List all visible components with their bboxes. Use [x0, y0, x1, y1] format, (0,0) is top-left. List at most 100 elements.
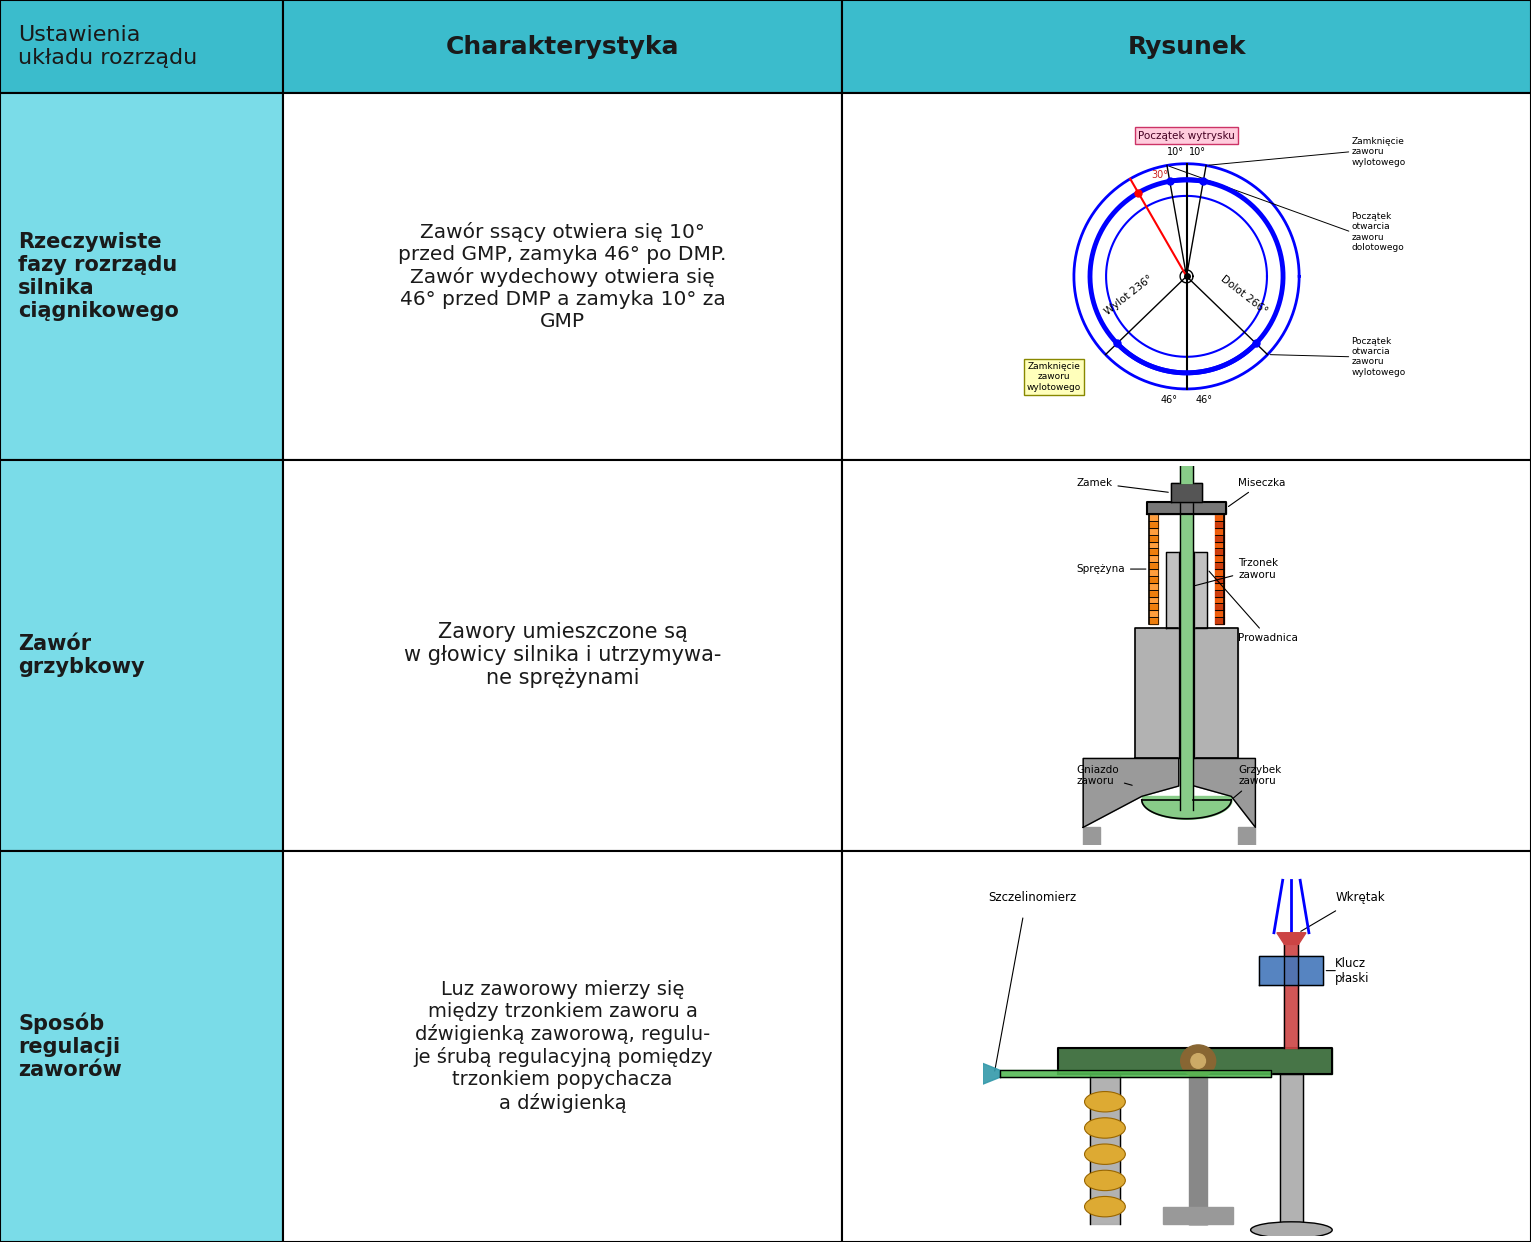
- Text: Rzeczywiste
fazy rozrządu
silnika
ciągnikowego: Rzeczywiste fazy rozrządu silnika ciągni…: [18, 231, 179, 322]
- Bar: [842, 93, 1531, 460]
- Text: Zawór
grzybkowy: Zawór grzybkowy: [18, 633, 145, 677]
- Polygon shape: [1058, 1048, 1332, 1074]
- Bar: [842, 851, 1531, 1242]
- Polygon shape: [1214, 542, 1225, 549]
- Text: Prowadnica: Prowadnica: [1209, 571, 1298, 643]
- Text: 30°: 30°: [1151, 170, 1168, 180]
- Ellipse shape: [1191, 1053, 1205, 1068]
- Bar: [283, 0, 842, 93]
- Text: Początek wytrysku: Początek wytrysku: [1138, 130, 1236, 140]
- Text: Gniazdo
zaworu: Gniazdo zaworu: [1076, 765, 1133, 786]
- Polygon shape: [1148, 604, 1159, 610]
- Polygon shape: [1179, 627, 1194, 759]
- Text: 46°: 46°: [1196, 395, 1213, 405]
- Polygon shape: [1148, 610, 1159, 617]
- Ellipse shape: [1180, 1045, 1216, 1077]
- Polygon shape: [1148, 617, 1159, 625]
- Text: Zawory umieszczone są
w głowicy silnika i utrzymywa-
ne sprężynami: Zawory umieszczone są w głowicy silnika …: [404, 622, 721, 688]
- Text: 10°: 10°: [1190, 147, 1206, 158]
- Text: Zamek: Zamek: [1076, 478, 1168, 492]
- Bar: [283, 851, 842, 1242]
- Text: Początek
otwarcia
zaworu
dolotowego: Początek otwarcia zaworu dolotowego: [1352, 212, 1404, 252]
- Polygon shape: [1214, 563, 1225, 569]
- Polygon shape: [1164, 1207, 1232, 1225]
- Polygon shape: [1214, 514, 1225, 520]
- Text: Miseczka: Miseczka: [1228, 478, 1286, 507]
- Polygon shape: [1148, 563, 1159, 569]
- Polygon shape: [1148, 528, 1159, 534]
- Ellipse shape: [1084, 1196, 1125, 1217]
- Ellipse shape: [1084, 1118, 1125, 1138]
- Text: Rysunek: Rysunek: [1127, 35, 1246, 58]
- Polygon shape: [1214, 555, 1225, 563]
- Text: Zamknięcie
zaworu
wylotowego: Zamknięcie zaworu wylotowego: [1352, 137, 1405, 166]
- Polygon shape: [1214, 520, 1225, 528]
- Polygon shape: [1147, 502, 1226, 514]
- Polygon shape: [983, 1063, 1000, 1084]
- Polygon shape: [1214, 549, 1225, 555]
- Text: Dolot 266°: Dolot 266°: [1219, 273, 1269, 317]
- Polygon shape: [1148, 549, 1159, 555]
- Ellipse shape: [1251, 1222, 1332, 1238]
- Polygon shape: [1260, 956, 1323, 985]
- Polygon shape: [1214, 617, 1225, 625]
- Ellipse shape: [1084, 1092, 1125, 1112]
- Text: Szczelinomierz: Szczelinomierz: [989, 892, 1076, 904]
- Polygon shape: [1148, 514, 1159, 520]
- Polygon shape: [1285, 933, 1298, 1048]
- Text: Trzonek
zaworu: Trzonek zaworu: [1196, 558, 1278, 585]
- Bar: [0, 0, 283, 93]
- Polygon shape: [1214, 528, 1225, 534]
- Polygon shape: [1214, 582, 1225, 590]
- Text: Klucz
płaski: Klucz płaski: [1335, 956, 1370, 985]
- Polygon shape: [1148, 520, 1159, 528]
- Polygon shape: [1000, 1071, 1271, 1077]
- Text: Zamknięcie
zaworu
wylotowego: Zamknięcie zaworu wylotowego: [1027, 361, 1081, 391]
- Bar: [283, 93, 842, 460]
- Polygon shape: [1171, 483, 1202, 502]
- Polygon shape: [1148, 590, 1159, 596]
- Text: 46°: 46°: [1160, 395, 1177, 405]
- Ellipse shape: [1084, 1144, 1125, 1165]
- Text: 10°: 10°: [1167, 147, 1183, 158]
- Text: Charakterystyka: Charakterystyka: [446, 35, 680, 58]
- Polygon shape: [1084, 759, 1179, 827]
- Polygon shape: [1214, 604, 1225, 610]
- Polygon shape: [1214, 590, 1225, 596]
- Text: Sposób
regulacji
zaworów: Sposób regulacji zaworów: [18, 1012, 122, 1081]
- Bar: [0, 851, 283, 1242]
- Polygon shape: [1148, 576, 1159, 582]
- Text: Grzybek
zaworu: Grzybek zaworu: [1234, 765, 1281, 799]
- Polygon shape: [1148, 534, 1159, 542]
- Polygon shape: [1167, 551, 1206, 627]
- Polygon shape: [1194, 759, 1255, 827]
- Polygon shape: [1179, 551, 1194, 627]
- Polygon shape: [1239, 827, 1255, 845]
- Polygon shape: [1084, 827, 1101, 845]
- Text: Początek
otwarcia
zaworu
wylotowego: Początek otwarcia zaworu wylotowego: [1352, 337, 1405, 376]
- Text: Sprężyna: Sprężyna: [1076, 564, 1145, 574]
- Text: Ustawienia
układu rozrządu: Ustawienia układu rozrządu: [18, 25, 197, 68]
- Text: Zawór ssący otwiera się 10°
przed GMP, zamyka 46° po DMP.
Zawór wydechowy otwier: Zawór ssący otwiera się 10° przed GMP, z…: [398, 222, 727, 330]
- Bar: [842, 0, 1531, 93]
- Polygon shape: [1148, 569, 1159, 576]
- Polygon shape: [1148, 542, 1159, 549]
- Polygon shape: [1214, 576, 1225, 582]
- Polygon shape: [1134, 627, 1239, 759]
- Polygon shape: [1214, 569, 1225, 576]
- Text: Luz zaworowy mierzy się
między trzonkiem zaworu a
dźwigienką zaworową, regulu-
j: Luz zaworowy mierzy się między trzonkiem…: [413, 980, 712, 1113]
- Text: Wylot 236°: Wylot 236°: [1104, 273, 1154, 317]
- Polygon shape: [1190, 1074, 1206, 1225]
- Text: Wkrętak: Wkrętak: [1335, 892, 1384, 904]
- Polygon shape: [1148, 596, 1159, 604]
- Bar: [0, 93, 283, 460]
- Bar: [0, 460, 283, 851]
- Bar: [842, 460, 1531, 851]
- Ellipse shape: [1084, 1170, 1125, 1191]
- Polygon shape: [1090, 1074, 1119, 1225]
- Polygon shape: [1280, 1074, 1303, 1225]
- Polygon shape: [1214, 534, 1225, 542]
- Polygon shape: [1214, 610, 1225, 617]
- Bar: [283, 460, 842, 851]
- Polygon shape: [1148, 555, 1159, 563]
